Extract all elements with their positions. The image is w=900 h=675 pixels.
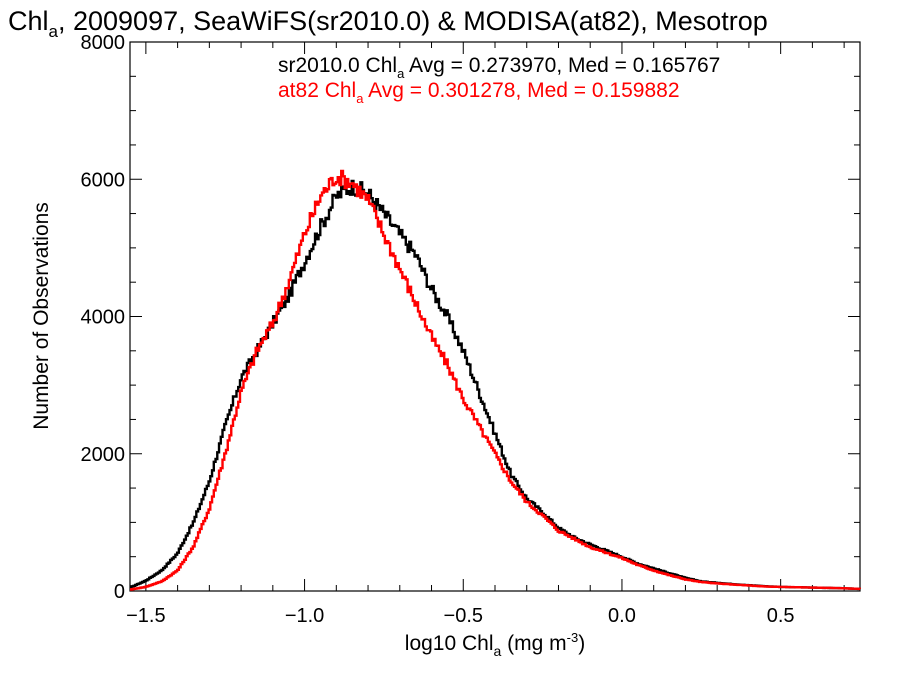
histogram-series: [130, 169, 861, 591]
y-axis-label: Number of Observations: [30, 202, 53, 430]
x-axis-label-part: (mg m: [501, 632, 566, 655]
stat-annotation-part: Avg = 0.301278, Med = 0.159882: [363, 79, 679, 102]
stat-annotation-subscript: a: [356, 91, 364, 106]
x-axis-label-superscript: -3: [567, 630, 579, 645]
histogram-line-series-2: [130, 169, 861, 591]
axis-ticks: −1.5 −1.0 −0.5 0.0 0.5 0 2000 4000 6000 8000: [81, 32, 860, 627]
x-axis-label: log10 Chla (mg m-3): [405, 630, 585, 659]
stat-annotation-part: at82 Chl: [278, 79, 356, 102]
x-axis-label-part: ): [578, 632, 585, 655]
x-axis-label-subscript: a: [494, 643, 502, 659]
stat-annotation-part: Avg = 0.273970, Med = 0.165767: [404, 54, 720, 77]
x-tick-label: 0.5: [767, 605, 795, 627]
y-tick-label: 2000: [81, 444, 126, 466]
y-tick-label: 4000: [81, 307, 126, 329]
x-axis-label-part: log10 Chl: [405, 632, 494, 655]
chart-title-part: Chl: [8, 6, 49, 36]
y-tick-label: 8000: [81, 32, 126, 54]
histogram-line-series-1: [130, 179, 861, 591]
chart-title-subscript: a: [49, 22, 59, 41]
chart-title: Chla, 2009097, SeaWiFS(sr2010.0) & MODIS…: [8, 6, 768, 41]
stat-annotation-subscript: a: [397, 66, 405, 81]
stat-annotation-sr2010: sr2010.0 Chla Avg = 0.273970, Med = 0.16…: [278, 54, 720, 81]
plot-frame: [129, 41, 861, 592]
x-tick-label: −1.5: [126, 605, 165, 627]
y-tick-label: 0: [114, 581, 125, 603]
chart-title-part: , 2009097, SeaWiFS(sr2010.0) & MODISA(at…: [58, 6, 768, 36]
stat-annotation-part: sr2010.0 Chl: [278, 54, 397, 77]
x-tick-label: −1.0: [285, 605, 324, 627]
x-tick-label: 0.0: [608, 605, 636, 627]
y-tick-label: 6000: [81, 169, 126, 191]
x-tick-label: −0.5: [444, 605, 483, 627]
stat-annotation-at82: at82 Chla Avg = 0.301278, Med = 0.159882: [278, 79, 680, 106]
